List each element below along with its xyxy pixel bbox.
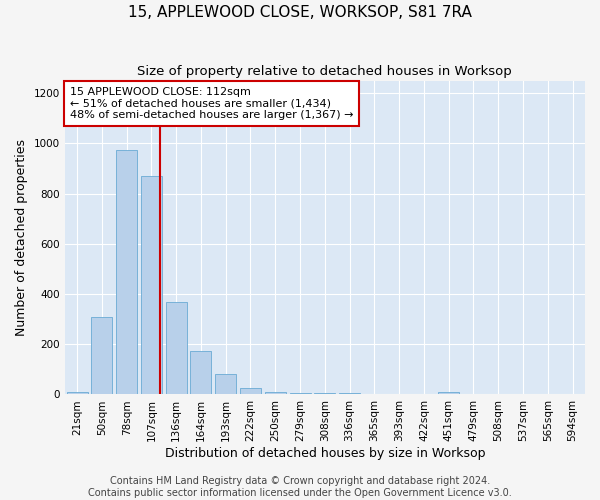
X-axis label: Distribution of detached houses by size in Worksop: Distribution of detached houses by size … (164, 447, 485, 460)
Bar (116, 150, 137, 394)
Bar (438, 392, 459, 394)
Bar (265, 392, 286, 394)
Text: Contains HM Land Registry data © Crown copyright and database right 2024.
Contai: Contains HM Land Registry data © Crown c… (88, 476, 512, 498)
Title: Size of property relative to detached houses in Worksop: Size of property relative to detached ho… (137, 65, 512, 78)
Bar (215, 374, 236, 394)
Bar (141, 176, 162, 394)
Bar (314, 393, 335, 394)
Y-axis label: Number of detached properties: Number of detached properties (15, 139, 28, 336)
Bar (166, 302, 187, 394)
Bar (290, 393, 311, 394)
Text: 15 APPLEWOOD CLOSE: 112sqm
← 51% of detached houses are smaller (1,434)
48% of s: 15 APPLEWOOD CLOSE: 112sqm ← 51% of deta… (70, 87, 353, 120)
Bar (67, 392, 88, 394)
Bar (240, 388, 261, 394)
Bar (339, 393, 360, 394)
Text: 15, APPLEWOOD CLOSE, WORKSOP, S81 7RA: 15, APPLEWOOD CLOSE, WORKSOP, S81 7RA (128, 5, 472, 20)
Bar (190, 350, 211, 395)
Bar (91, 316, 112, 394)
